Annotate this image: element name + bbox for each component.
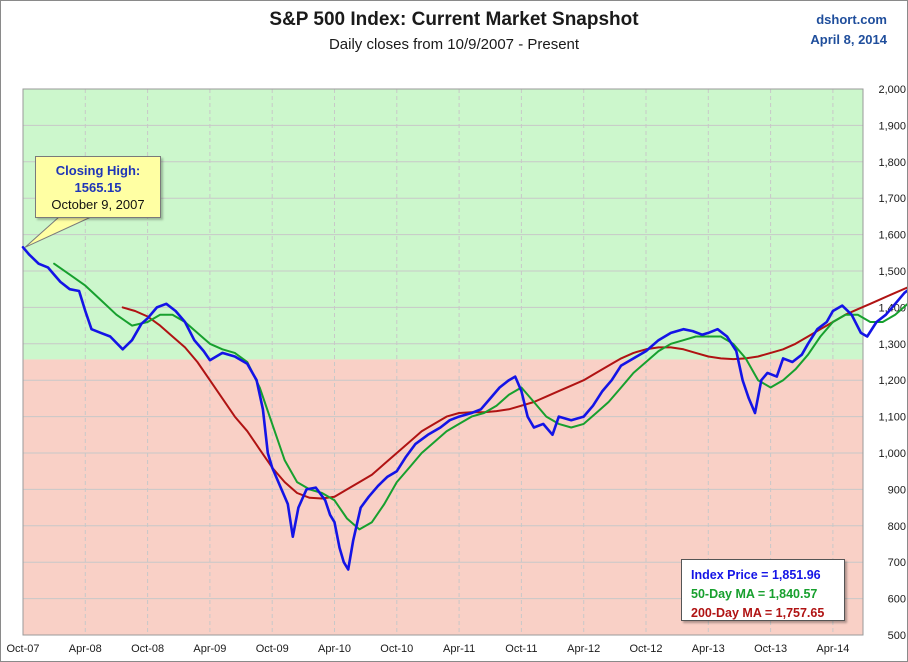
x-tick-label: Oct-10 [380,643,413,655]
x-tick-label: Apr-14 [816,643,849,655]
chart-title: S&P 500 Index: Current Market Snapshot [269,9,639,30]
chart-subtitle: Daily closes from 10/9/2007 - Present [328,36,580,53]
series-line-price [21,246,907,571]
x-tick-label: Oct-08 [131,643,164,655]
series-line-ma200 [121,286,907,500]
x-tick-label: Apr-10 [318,643,351,655]
y-tick-label: 1,000 [878,448,906,460]
x-tick-label: Oct-13 [754,643,787,655]
y-tick-label: 1,500 [878,266,906,278]
x-tick-label: Oct-09 [256,643,289,655]
x-tick-label: Apr-11 [443,643,475,655]
x-tick-label: Apr-13 [692,643,725,655]
y-tick-label: 1,800 [878,157,906,169]
x-tick-label: Apr-08 [69,643,102,655]
x-tick-label: Oct-07 [6,643,39,655]
y-tick-label: 500 [888,630,906,642]
callout-label: Closing High: [55,163,141,178]
source-date: April 8, 2014 [810,32,887,47]
y-tick-label: 1,300 [878,339,906,351]
stats-200day-ma: 200-Day MA = 1,757.65 [691,606,825,620]
y-tick-label: 1,100 [878,412,906,424]
y-tick-label: 1,200 [878,375,906,387]
y-tick-label: 1,700 [878,193,906,205]
y-tick-label: 700 [888,557,906,569]
source-label: dshort.com [816,12,887,27]
x-tick-label: Apr-09 [193,643,226,655]
x-tick-label: Apr-12 [567,643,600,655]
callout-date: October 9, 2007 [51,197,145,212]
y-tick-label: 800 [888,521,906,533]
zone-above [23,89,863,360]
y-tick-label: 1,900 [878,120,906,132]
y-tick-label: 600 [888,594,906,606]
stats-legend-box: Index Price = 1,851.96 50-Day MA = 1,840… [681,559,845,621]
y-tick-label: 900 [888,484,906,496]
x-tick-label: Oct-11 [505,643,537,655]
y-tick-label: 2,000 [878,84,906,96]
plot-frame [22,88,864,636]
y-tick-label: 1,600 [878,230,906,242]
closing-high-callout: Closing High: 1565.15 October 9, 2007 [35,156,161,218]
stats-50day-ma: 50-Day MA = 1,840.57 [691,587,818,601]
x-tick-label: Oct-12 [629,643,662,655]
callout-value: 1565.15 [74,180,122,195]
stats-index-price: Index Price = 1,851.96 [691,568,821,582]
